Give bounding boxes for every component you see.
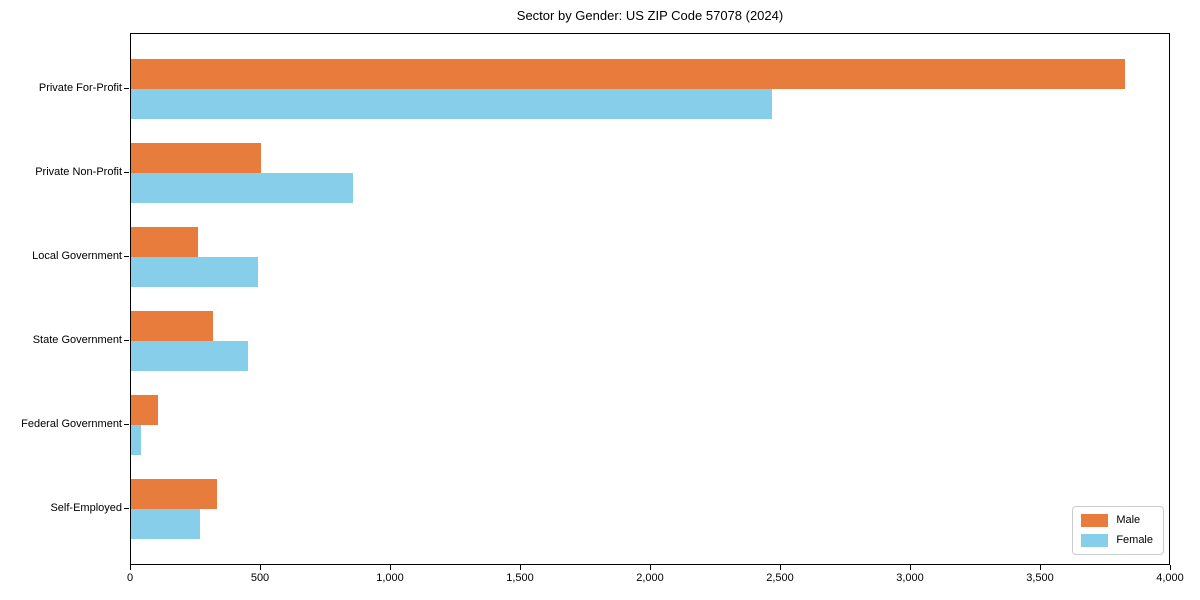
x-axis-tick-label: 500 [250, 572, 270, 584]
y-axis-category-label: State Government [32, 334, 122, 346]
y-axis-category-label: Private Non-Profit [35, 166, 122, 178]
bar-group-local-government [131, 227, 1169, 287]
bar-group-private-non-profit [131, 143, 1169, 203]
x-axis-tick-label: 3,000 [896, 572, 924, 584]
x-tick-mark [650, 565, 652, 570]
x-axis-tick-label: 0 [126, 572, 134, 584]
bar-group-federal-government [131, 395, 1169, 455]
x-tick-mark [520, 565, 522, 570]
x-axis-tick-label: 4,000 [1156, 572, 1184, 584]
male-bar [131, 143, 261, 173]
x-axis-tick-label: 2,500 [766, 572, 794, 584]
male-series-swatch [1081, 514, 1109, 527]
y-axis-category-label: Self-Employed [50, 502, 122, 514]
chart-title: Sector by Gender: US ZIP Code 57078 (202… [516, 8, 784, 23]
x-tick-mark [780, 565, 782, 570]
bar-group-private-for-profit [131, 59, 1169, 119]
male-bar [131, 395, 159, 425]
y-tick-mark [124, 340, 129, 342]
female-series-swatch [1081, 534, 1109, 547]
x-tick-mark [1040, 565, 1042, 570]
female-bar [131, 89, 772, 119]
x-axis-tick-label: 1,000 [376, 572, 404, 584]
legend-item-female: Female [1081, 534, 1153, 547]
female-bar [131, 257, 259, 287]
y-axis-category-label: Federal Government [21, 418, 122, 430]
male-bar [131, 311, 213, 341]
y-tick-mark [124, 88, 129, 90]
y-tick-mark [124, 424, 129, 426]
x-tick-mark [1170, 565, 1172, 570]
y-axis-category-label: Private For-Profit [38, 82, 122, 94]
female-bar [131, 341, 248, 371]
y-tick-mark [124, 256, 129, 258]
x-axis-tick-label: 3,500 [1026, 572, 1054, 584]
y-tick-mark [124, 172, 129, 174]
female-bar [131, 425, 142, 455]
bar-group-self-employed [131, 479, 1169, 539]
x-axis-tick-label: 2,000 [636, 572, 664, 584]
y-tick-mark [124, 508, 129, 510]
x-tick-mark [910, 565, 912, 570]
legend-item-male: Male [1081, 514, 1153, 527]
x-tick-mark [260, 565, 262, 570]
male-bar [131, 479, 217, 509]
legend-label-female: Female [1116, 534, 1153, 546]
x-tick-mark [390, 565, 392, 570]
female-bar [131, 509, 200, 539]
female-bar [131, 173, 353, 203]
plot-area: Male Female [130, 33, 1170, 565]
x-tick-mark [130, 565, 132, 570]
bar-group-state-government [131, 311, 1169, 371]
legend: Male Female [1072, 506, 1164, 555]
legend-label-male: Male [1116, 514, 1141, 526]
male-bar [131, 227, 199, 257]
x-axis-tick-label: 1,500 [506, 572, 534, 584]
y-axis-category-label: Local Government [32, 250, 122, 262]
male-bar [131, 59, 1125, 89]
